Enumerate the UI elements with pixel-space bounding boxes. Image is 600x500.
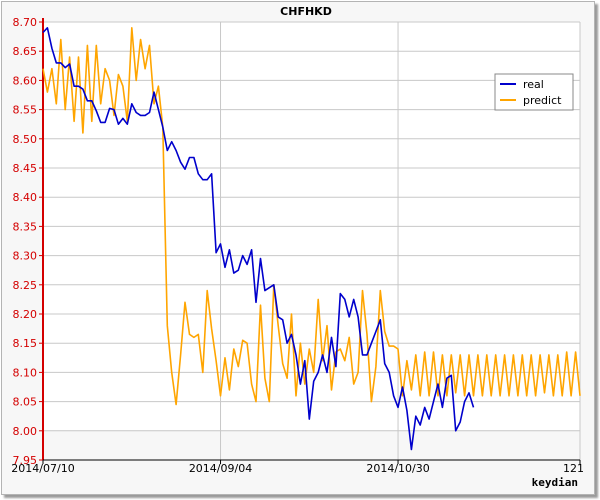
y-axis-ticks: 7.95 8.00 8.05 8.10 8.15 8.20 8.25 8.30 8.35 8.40… (13, 16, 43, 467)
x-axis-ticks: 2014/07/10 2014/09/04 2014/10/30 121 (11, 460, 584, 475)
y-tick-label: 8.35 (13, 220, 38, 233)
legend-label-real: real (523, 78, 544, 91)
y-tick-label: 8.50 (13, 133, 38, 146)
y-tick-label: 8.70 (13, 16, 38, 29)
legend-label-predict: predict (523, 94, 562, 107)
y-tick-label: 8.65 (13, 45, 38, 58)
y-gridlines (43, 21, 580, 432)
y-tick-label: 7.95 (13, 454, 38, 467)
y-tick-label: 8.30 (13, 250, 38, 263)
chart-credit: keydian (532, 476, 578, 489)
y-tick-label: 8.40 (13, 191, 38, 204)
series-line-predict (42, 26, 581, 406)
legend-box (494, 73, 574, 111)
x-tick-label: 2014/07/10 (11, 462, 74, 475)
y-tick-label: 8.05 (13, 396, 38, 409)
y-tick-label: 8.00 (13, 425, 38, 438)
x-tick-label: 121 (563, 462, 584, 475)
y-tick-label: 8.10 (13, 366, 38, 379)
y-tick-label: 8.20 (13, 308, 38, 321)
x-tick-label: 2014/09/04 (189, 462, 252, 475)
series-line-real (42, 26, 475, 451)
series-group (42, 26, 581, 451)
y-tick-label: 8.15 (13, 337, 38, 350)
chart-title: CHFHKD (280, 5, 332, 18)
y-tick-label: 8.45 (13, 162, 38, 175)
y-tick-label: 8.25 (13, 279, 38, 292)
legend: real predict (494, 73, 574, 111)
y-tick-label: 8.60 (13, 74, 38, 87)
x-tick-label: 2014/10/30 (366, 462, 429, 475)
y-tick-label: 8.55 (13, 104, 38, 117)
